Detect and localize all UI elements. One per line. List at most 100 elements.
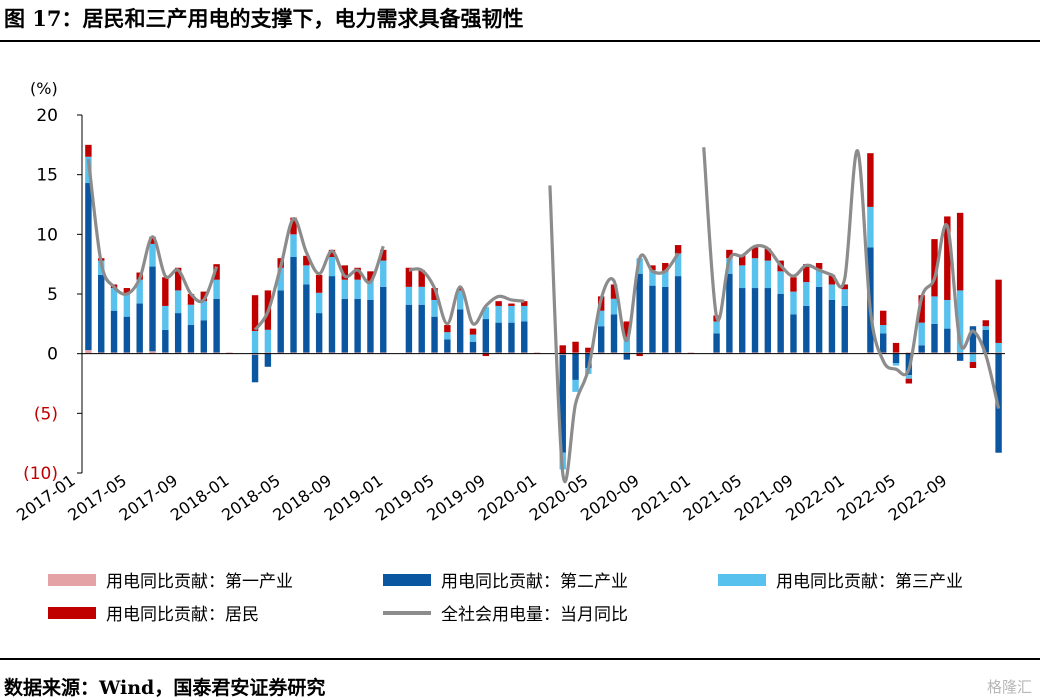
bar-residential-segment <box>803 264 810 283</box>
bar-secondary-segment <box>405 304 413 353</box>
bar-tertiary-segment <box>828 284 836 300</box>
bar-primary-segment <box>687 352 695 354</box>
bar-secondary-segment <box>495 322 502 353</box>
bar-primary-segment <box>533 352 541 354</box>
bar-primary-segment <box>149 351 156 354</box>
x-tick-label: 2022-09 <box>885 471 951 525</box>
bar-primary-segment <box>841 352 848 354</box>
bar-residential-segment <box>623 321 631 337</box>
bar-tertiary-segment <box>905 375 913 379</box>
bar-residential-segment <box>956 212 964 291</box>
bar-secondary-segment <box>328 276 336 353</box>
bar-primary-segment <box>610 352 618 354</box>
bar-residential-segment <box>726 249 733 259</box>
bar-tertiary-segment <box>277 267 284 291</box>
bar-secondary-segment <box>431 316 438 353</box>
bar-residential-segment <box>751 247 759 259</box>
bar-primary-segment <box>521 352 528 354</box>
bar-residential-segment <box>149 236 156 244</box>
bar-tertiary-segment <box>110 288 118 311</box>
bar-secondary-segment <box>956 353 964 361</box>
y-tick-label: 5 <box>47 285 58 305</box>
bar-residential-segment <box>354 267 361 280</box>
bar-secondary-segment <box>880 333 887 353</box>
bar-residential-segment <box>790 277 797 292</box>
bar-tertiary-segment <box>315 292 323 314</box>
bar-secondary-segment <box>187 325 195 353</box>
bar-tertiary-segment <box>354 279 361 299</box>
line-total-yoy <box>702 147 1001 409</box>
bar-secondary-segment <box>315 313 323 353</box>
y-tick-label: 20 <box>36 106 58 126</box>
bar-residential-segment <box>995 279 1002 343</box>
bar-primary-segment <box>572 352 579 354</box>
bar-residential-segment <box>867 153 874 207</box>
bar-primary-segment <box>354 352 361 354</box>
bar-secondary-segment <box>790 314 797 353</box>
bar-primary-segment <box>559 353 566 355</box>
bar-secondary-segment <box>841 305 848 353</box>
bar-tertiary-segment <box>405 286 413 305</box>
bar-residential-segment <box>572 341 579 353</box>
bar-primary-segment <box>585 352 592 354</box>
bar-secondary-segment <box>110 310 118 353</box>
bar-residential-segment <box>469 328 477 335</box>
bar-secondary-segment <box>277 290 284 353</box>
bar-primary-segment <box>931 352 938 354</box>
bar-tertiary-segment <box>213 279 220 299</box>
bar-tertiary-segment <box>790 291 797 315</box>
bar-secondary-segment <box>290 257 297 353</box>
bar-primary-segment <box>495 352 502 354</box>
bar-secondary-segment <box>738 288 746 353</box>
bar-secondary-segment <box>636 273 643 353</box>
bar-primary-segment <box>98 352 105 354</box>
bar-tertiary-segment <box>764 260 772 289</box>
legend-line-total <box>383 610 431 615</box>
legend-swatch-tertiary <box>718 573 766 586</box>
bar-primary-segment <box>110 352 118 354</box>
bar-secondary-segment <box>264 353 272 367</box>
bar-residential-segment <box>444 325 451 333</box>
bar-primary-segment <box>136 352 143 354</box>
bar-tertiary-segment <box>456 290 464 310</box>
y-tick-label: 10 <box>36 225 58 245</box>
stacked-bar-line-chart: (%)20151050(5)(10)2017-012017-052017-092… <box>13 79 1005 525</box>
bar-residential-segment <box>200 291 207 302</box>
legend-label-secondary: 用电同比贡献：第二产业 <box>441 572 628 592</box>
data-source: 数据来源：Wind，国泰君安证券研究 <box>4 677 326 699</box>
bar-primary-segment <box>944 352 951 354</box>
bar-residential-segment <box>405 267 413 287</box>
figure-title: 图 17：居民和三产用电的支撑下，电力需求具备强韧性 <box>4 6 524 31</box>
bar-residential-segment <box>944 216 951 300</box>
bar-primary-segment <box>444 352 451 354</box>
bar-tertiary-segment <box>469 334 477 342</box>
bar-primary-segment <box>85 350 92 354</box>
bar-secondary-segment <box>713 333 720 353</box>
bar-tertiary-segment <box>713 321 720 334</box>
bar-secondary-segment <box>610 314 618 353</box>
bar-secondary-segment <box>123 316 131 353</box>
bar-tertiary-segment <box>162 305 169 330</box>
bar-residential-segment <box>674 245 682 254</box>
bar-secondary-segment <box>662 286 669 353</box>
bar-tertiary-segment <box>200 301 207 321</box>
bar-tertiary-segment <box>508 305 515 323</box>
y-tick-label: 0 <box>47 345 58 365</box>
bar-secondary-segment <box>892 353 900 364</box>
bar-tertiary-segment <box>431 299 438 317</box>
bar-secondary-segment <box>85 183 92 351</box>
bar-primary-segment <box>251 353 259 355</box>
y-tick-label: (10) <box>23 464 58 484</box>
bar-tertiary-segment <box>956 290 964 353</box>
bar-tertiary-segment <box>918 322 925 346</box>
bar-residential-segment <box>585 347 592 353</box>
bar-secondary-segment <box>649 285 656 353</box>
bar-secondary-segment <box>251 354 259 383</box>
bar-secondary-segment <box>367 299 374 353</box>
bar-primary-segment <box>303 352 310 354</box>
bar-tertiary-segment <box>123 294 131 317</box>
bar-residential-segment <box>559 345 566 354</box>
bar-tertiary-segment <box>290 234 297 258</box>
bar-residential-segment <box>815 262 823 269</box>
bar-residential-segment <box>162 277 169 306</box>
